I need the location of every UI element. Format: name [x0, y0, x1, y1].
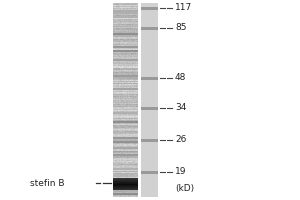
Text: 26: 26 — [175, 136, 186, 144]
Text: 19: 19 — [175, 168, 187, 176]
Text: (kD): (kD) — [175, 184, 194, 192]
Text: 117: 117 — [175, 3, 192, 12]
Text: 34: 34 — [175, 104, 186, 112]
Text: 85: 85 — [175, 23, 187, 32]
Text: 48: 48 — [175, 73, 186, 82]
Text: stefin B: stefin B — [30, 178, 64, 188]
